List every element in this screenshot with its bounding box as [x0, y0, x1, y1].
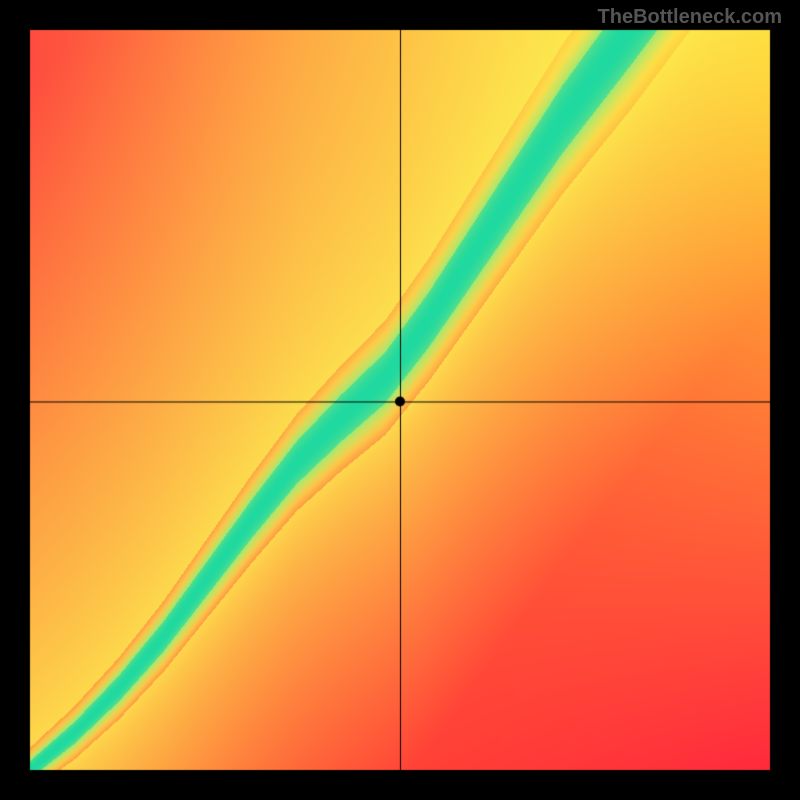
bottleneck-heatmap	[0, 0, 800, 800]
watermark-text: TheBottleneck.com	[598, 6, 782, 29]
chart-container: TheBottleneck.com	[0, 0, 800, 800]
